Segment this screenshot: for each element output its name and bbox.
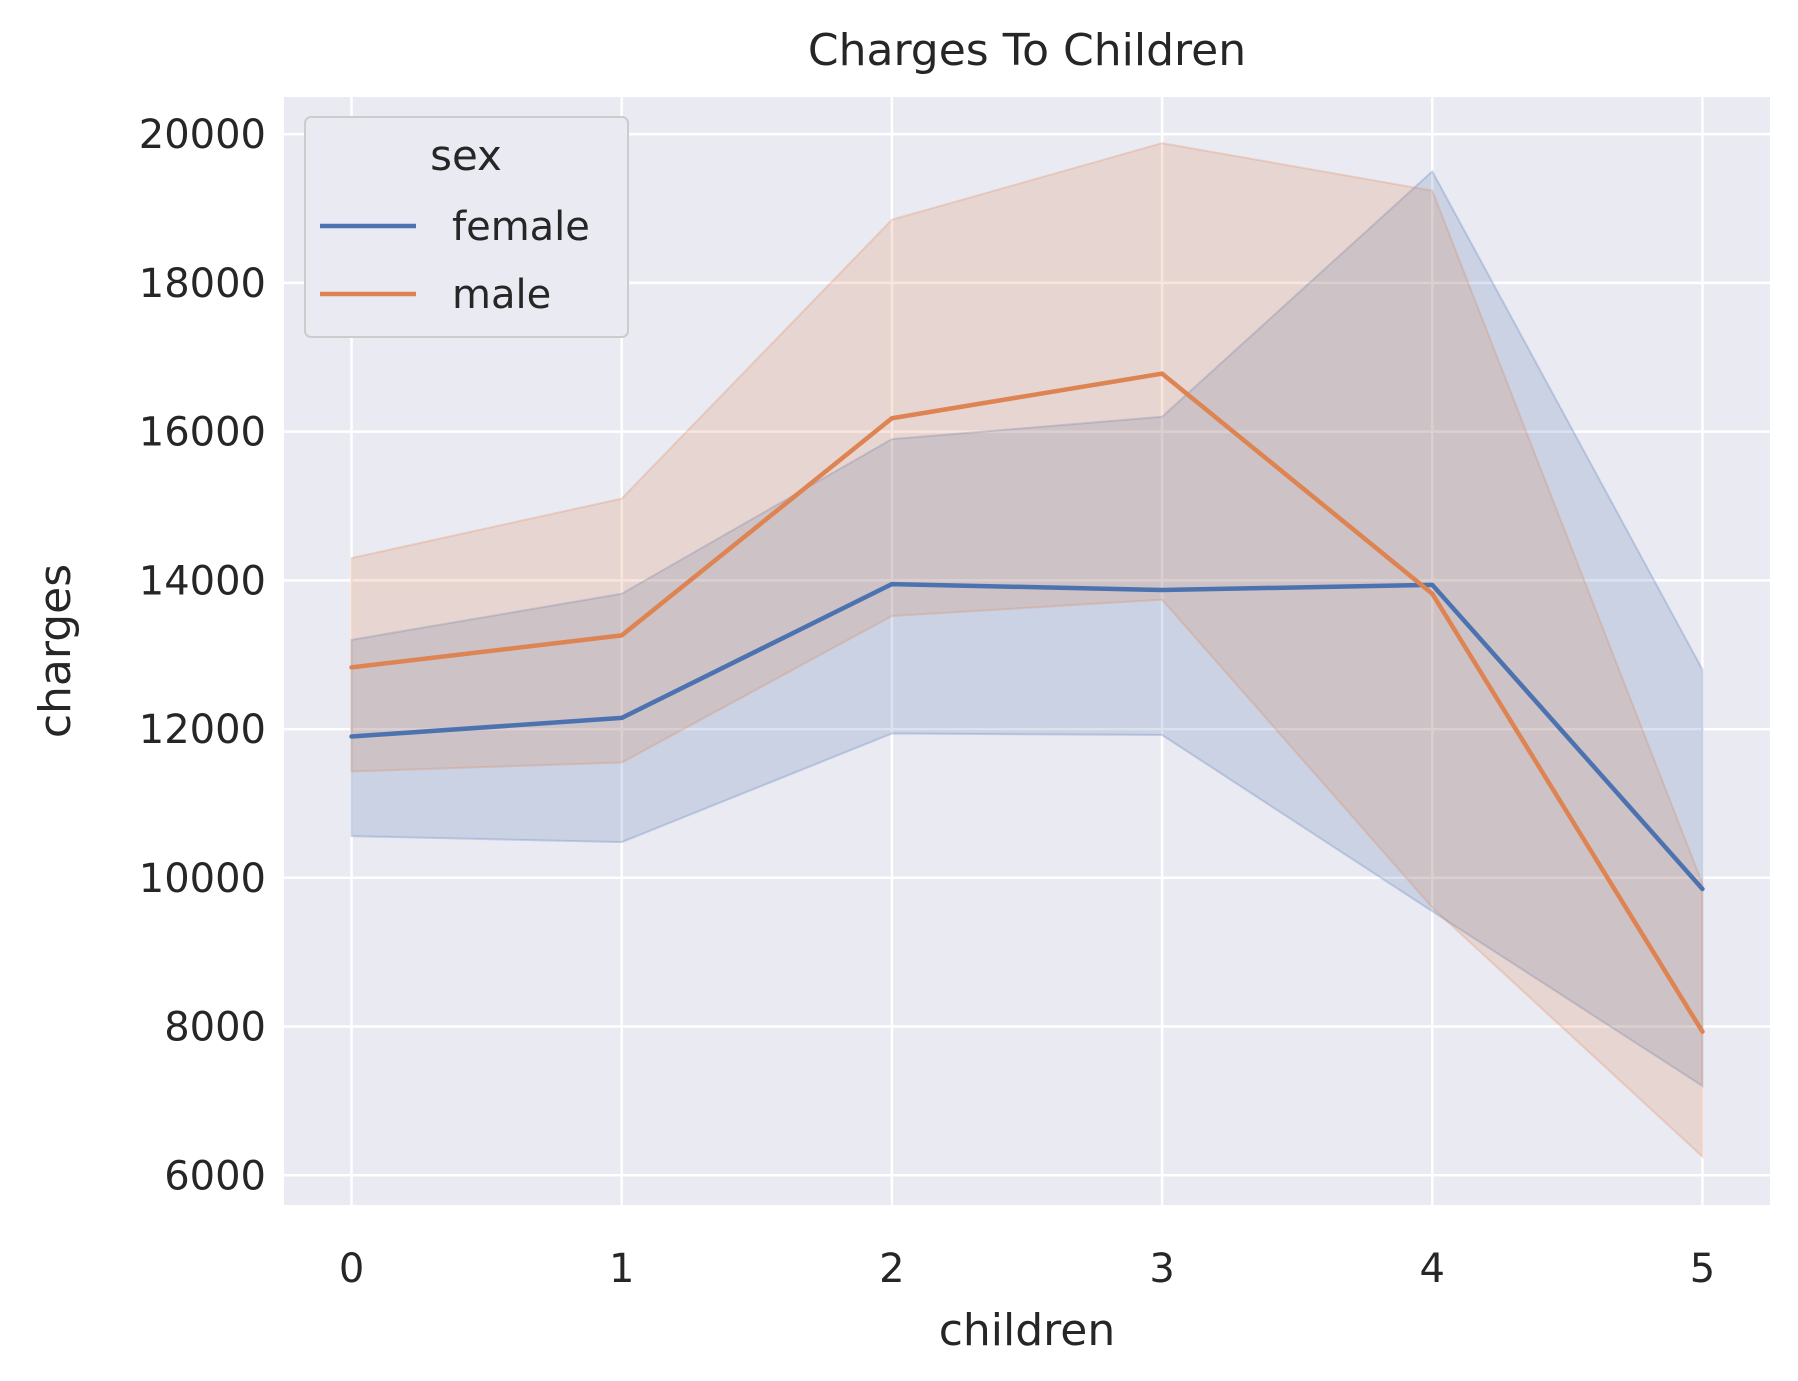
series-line-female — [349, 581, 1705, 892]
y-tick-label-6: 18000 — [139, 261, 266, 307]
y-axis-title: charges — [30, 564, 81, 738]
y-tick-label-5: 16000 — [139, 410, 266, 456]
series-line-male — [349, 371, 1705, 1034]
y-tick-label-2: 10000 — [139, 856, 266, 902]
grid-lines — [284, 97, 1770, 1205]
y-tick-label-7: 20000 — [139, 112, 266, 158]
confidence-band-male — [350, 142, 1704, 1159]
chart-title: Charges To Children — [808, 25, 1246, 76]
x-tick-label-1: 1 — [609, 1246, 634, 1292]
x-tick-label-0: 0 — [339, 1246, 364, 1292]
y-tick-labels: 6000 8000 10000 12000 14000 16000 18000 20000 — [139, 112, 266, 1199]
x-axis-title: children — [939, 1305, 1116, 1356]
confidence-band-female — [350, 169, 1704, 1088]
x-tick-label-4: 4 — [1420, 1246, 1445, 1292]
legend-title: sex — [430, 131, 502, 180]
y-tick-label-1: 8000 — [164, 1005, 266, 1051]
legend-label-female: female — [452, 204, 590, 250]
legend-box — [304, 116, 629, 338]
y-tick-label-4: 14000 — [139, 558, 266, 604]
y-tick-label-3: 12000 — [139, 707, 266, 753]
x-tick-label-3: 3 — [1149, 1246, 1174, 1292]
x-tick-label-2: 2 — [879, 1246, 904, 1292]
confidence-bands — [350, 142, 1704, 1159]
y-tick-label-0: 6000 — [164, 1153, 266, 1199]
series-lines — [349, 371, 1705, 1034]
legend-label-male: male — [452, 272, 551, 318]
legend: sex female male — [304, 116, 629, 338]
x-tick-label-5: 5 — [1690, 1246, 1715, 1292]
x-tick-labels: 0 1 2 3 4 5 — [339, 1246, 1715, 1292]
